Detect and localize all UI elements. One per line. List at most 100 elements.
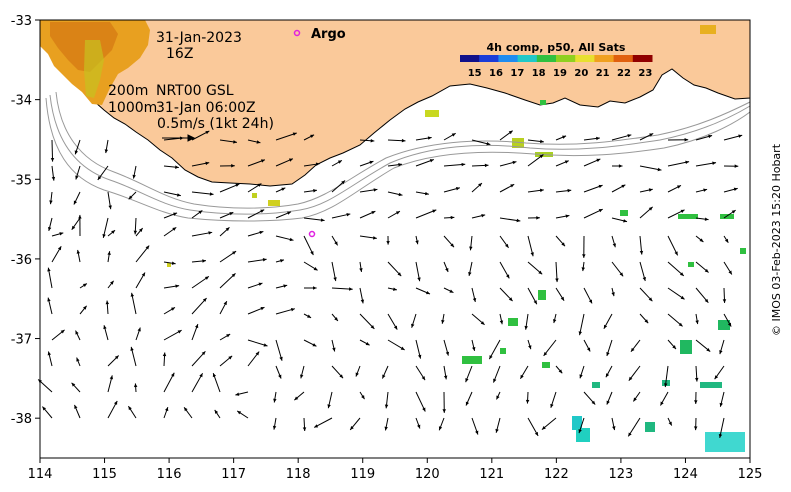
current-arrow-head bbox=[421, 376, 426, 381]
current-arrow-head bbox=[694, 377, 699, 382]
colorbar-label: 20 bbox=[574, 68, 588, 79]
current-arrow-head bbox=[208, 231, 213, 235]
date-line-2: 16Z bbox=[166, 46, 193, 62]
colorbar-swatch bbox=[613, 55, 634, 62]
current-arrow-head bbox=[489, 355, 493, 360]
plot-frame bbox=[39, 19, 751, 459]
colorbar-swatch bbox=[460, 55, 480, 62]
y-tick-label: -37 bbox=[11, 333, 32, 348]
current-arrow-head bbox=[693, 426, 698, 431]
current-arrow-head bbox=[680, 209, 685, 213]
current-arrow-head bbox=[704, 298, 709, 303]
current-arrow-head bbox=[74, 404, 78, 409]
current-arrow-head bbox=[398, 162, 403, 167]
current-arrow-head bbox=[505, 243, 509, 248]
current-arrow-shaft bbox=[579, 313, 585, 336]
current-arrow-head bbox=[42, 406, 47, 411]
current-arrow-head bbox=[332, 347, 336, 352]
current-arrow-head bbox=[384, 404, 389, 409]
current-arrow-head bbox=[184, 407, 188, 412]
current-arrow-head bbox=[281, 187, 286, 191]
current-arrow-head bbox=[73, 200, 78, 205]
current-arrow-head bbox=[684, 138, 689, 142]
current-arrow-head bbox=[138, 228, 143, 232]
current-arrow-head bbox=[472, 298, 477, 302]
current-arrow-head bbox=[627, 134, 632, 138]
current-arrow-head bbox=[539, 188, 544, 193]
current-arrow-head bbox=[110, 280, 114, 285]
current-arrow-head bbox=[562, 135, 567, 139]
current-arrow-head bbox=[393, 325, 398, 330]
colorbar-swatch bbox=[536, 55, 557, 62]
current-arrow-head bbox=[287, 211, 292, 215]
current-arrow-head bbox=[530, 252, 534, 257]
current-arrow-head bbox=[438, 426, 443, 431]
current-arrow-head bbox=[534, 431, 539, 436]
colorbar-label: 21 bbox=[596, 68, 610, 79]
current-arrow-head bbox=[649, 133, 654, 137]
current-arrow-head bbox=[550, 403, 554, 408]
current-arrow-head bbox=[310, 251, 314, 256]
current-arrow-head bbox=[417, 277, 421, 282]
current-arrow-head bbox=[539, 154, 544, 159]
current-arrow-head bbox=[105, 300, 110, 305]
current-arrow-head bbox=[279, 356, 283, 361]
current-arrow-head bbox=[175, 165, 179, 169]
current-arrow-head bbox=[558, 369, 563, 374]
current-arrow-head bbox=[417, 354, 422, 359]
current-arrow-head bbox=[47, 297, 51, 302]
current-arrow-head bbox=[588, 299, 593, 304]
current-arrow-head bbox=[606, 352, 610, 356]
current-arrow-head bbox=[443, 375, 448, 380]
current-arrow-head bbox=[648, 297, 653, 302]
current-arrow-head bbox=[373, 236, 377, 240]
current-arrow-head bbox=[722, 299, 727, 303]
current-arrow-head bbox=[198, 210, 203, 214]
current-arrow-head bbox=[695, 320, 699, 325]
current-arrow-head bbox=[465, 378, 469, 383]
current-arrow-head bbox=[280, 259, 284, 263]
current-arrow-head bbox=[731, 210, 736, 214]
current-arrow-head bbox=[49, 200, 53, 205]
current-arrow-head bbox=[228, 355, 233, 360]
current-arrow-head bbox=[312, 343, 317, 347]
current-arrow-head bbox=[204, 276, 209, 280]
current-arrow-head bbox=[417, 424, 421, 429]
current-arrow-head bbox=[582, 254, 586, 258]
current-arrow-head bbox=[260, 209, 265, 213]
current-arrow-head bbox=[703, 188, 708, 192]
current-arrow-head bbox=[315, 162, 320, 166]
current-arrow-head bbox=[706, 347, 711, 352]
current-arrow-head bbox=[107, 251, 111, 256]
current-arrow-head bbox=[581, 267, 585, 272]
current-arrow-head bbox=[47, 267, 51, 272]
current-arrow-head bbox=[314, 424, 319, 428]
model-label: NRT00 GSL bbox=[156, 83, 234, 99]
current-arrow-head bbox=[728, 270, 732, 275]
current-arrow-head bbox=[603, 324, 608, 329]
current-arrow-head bbox=[133, 230, 138, 235]
current-arrow-head bbox=[369, 160, 374, 165]
current-arrow-head bbox=[422, 407, 426, 412]
current-arrow-head bbox=[212, 373, 217, 378]
current-arrow-head bbox=[469, 246, 473, 251]
current-arrow-head bbox=[621, 184, 626, 189]
current-arrow-head bbox=[133, 383, 138, 388]
argo-float-marker bbox=[308, 230, 316, 238]
colorbar-label: 19 bbox=[553, 68, 567, 79]
current-arrow-head bbox=[475, 430, 479, 435]
current-arrow-head bbox=[260, 159, 265, 163]
current-arrow-shaft bbox=[163, 372, 175, 393]
current-arrow-head bbox=[668, 421, 672, 426]
current-arrow-head bbox=[648, 206, 653, 211]
current-arrow-head bbox=[199, 373, 203, 378]
current-arrow-head bbox=[499, 320, 504, 325]
current-arrow-head bbox=[288, 158, 293, 162]
argo-legend-marker bbox=[293, 29, 301, 37]
current-arrow-head bbox=[598, 184, 603, 189]
current-arrow-head bbox=[346, 213, 351, 217]
current-arrow-head bbox=[313, 189, 317, 193]
current-arrow-head bbox=[679, 272, 684, 276]
current-arrow-shaft bbox=[415, 391, 426, 412]
current-arrow-head bbox=[59, 232, 64, 236]
